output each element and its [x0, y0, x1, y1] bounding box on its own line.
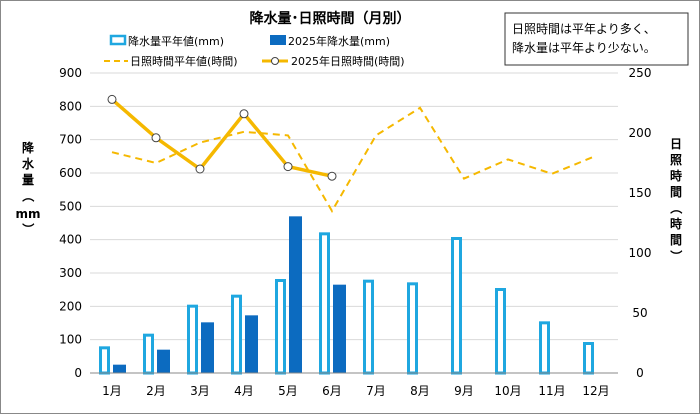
y-left-tick-label: 800: [59, 99, 82, 113]
chart-title: 降水量･日照時間（月別）: [250, 10, 411, 27]
y-left-axis-label-char: ）: [21, 223, 36, 235]
annotation-box-frame: [504, 12, 689, 66]
bar-2025-precip: [201, 322, 214, 373]
legend-swatch-normal-precip: [109, 34, 127, 46]
legend-label-2025-sunshine: 2025年日照時間(時間): [291, 54, 405, 68]
x-tick-label: 4月: [234, 384, 254, 398]
x-tick-label: 6月: [322, 384, 342, 398]
legend-swatch-2025-precip: [270, 35, 286, 45]
bar-normal-precip: [187, 304, 198, 375]
bars: [99, 216, 594, 375]
y-right-axis-label-char: 照: [670, 152, 682, 167]
y-left-axis-label-char: mm: [15, 207, 40, 221]
y-left-tick-label: 500: [59, 199, 82, 213]
y-left-tick-label: 700: [59, 133, 82, 147]
axes: 0 100 200 300 400 500 600 700 800 900 0 50 100 150 200…: [15, 66, 684, 398]
bar-normal-precip: [451, 237, 462, 375]
legend-label-normal-sunshine: 日照時間平年値(時間): [130, 54, 238, 68]
y-right-axis-label-char: 時: [670, 216, 682, 231]
y-left-axis-label-char: 水: [22, 156, 35, 171]
x-tick-label: 2月: [146, 384, 166, 398]
x-tick-label: 11月: [538, 384, 565, 398]
x-tick-label: 7月: [366, 384, 386, 398]
x-tick-label: 3月: [190, 384, 210, 398]
legend-label-2025-precip: 2025年降水量(mm): [288, 34, 390, 48]
y-right-axis-label-char: 時: [670, 168, 682, 183]
y-right-tick-label: 200: [629, 126, 652, 140]
y-right-tick-label: 0: [636, 366, 644, 380]
x-tick-label: 10月: [494, 384, 521, 398]
bar-normal-precip: [363, 279, 374, 375]
y-left-tick-label: 0: [74, 366, 82, 380]
y-left-axis-label-char: 降: [22, 140, 35, 155]
legend-swatch-2025-sunshine-marker: [271, 57, 279, 65]
annotation-box: 日照時間は平年より多く、降水量は平年より少ない。: [504, 12, 689, 66]
bar-normal-precip: [275, 279, 286, 375]
y-left-axis-label-char: （: [21, 190, 36, 202]
x-tick-label: 5月: [278, 384, 298, 398]
bar-normal-precip: [583, 342, 594, 375]
x-tick-label: 1月: [102, 384, 122, 398]
x-tick-label: 12月: [582, 384, 609, 398]
y-left-tick-label: 600: [59, 166, 82, 180]
y-right-tick-label: 100: [629, 246, 652, 260]
bar-2025-precip: [113, 364, 126, 373]
y-right-axis-label-char: （: [669, 202, 684, 214]
y-right-axis-label-char: ）: [669, 250, 684, 262]
y-left-tick-label: 200: [59, 299, 82, 313]
y-right-axis-label-char: 日: [670, 137, 682, 151]
y-right-tick-label: 250: [629, 66, 652, 80]
x-tick-label: 8月: [410, 384, 430, 398]
bar-normal-precip: [99, 346, 110, 375]
y-left-axis-label-char: 量: [22, 173, 34, 187]
point-2025-sunshine: [195, 164, 205, 174]
point-2025-sunshine: [107, 94, 117, 104]
line-normal-sunshine: [111, 106, 597, 213]
y-right-axis-label-char: 間: [670, 185, 682, 199]
bar-2025-precip: [333, 284, 346, 373]
annotation-line: 日照時間は平年より多く、: [512, 22, 656, 36]
point-2025-sunshine: [151, 133, 161, 143]
y-right-axis-label-char: 間: [670, 233, 682, 247]
y-left-tick-label: 100: [59, 333, 82, 347]
annotation-line: 降水量は平年より少ない。: [512, 41, 656, 55]
bar-normal-precip: [231, 294, 242, 375]
bar-2025-precip: [289, 216, 302, 373]
bar-normal-precip: [407, 282, 418, 375]
bar-2025-precip: [157, 349, 170, 373]
line-2025-sunshine: [110, 98, 333, 178]
point-2025-sunshine: [327, 171, 337, 181]
bar-2025-precip: [245, 315, 258, 373]
bar-normal-precip: [539, 321, 550, 375]
y-left-tick-label: 400: [59, 233, 82, 247]
lines: [107, 94, 597, 213]
bar-normal-precip: [143, 333, 154, 375]
legend: 降水量平年値(mm) 2025年降水量(mm) 日照時間平年値(時間) 2025年日照…: [104, 34, 405, 68]
bar-normal-precip: [495, 288, 506, 375]
y-right-tick-label: 50: [632, 306, 647, 320]
point-2025-sunshine: [239, 109, 249, 119]
y-left-tick-label: 900: [59, 66, 82, 80]
x-tick-label: 9月: [454, 384, 474, 398]
point-2025-sunshine: [283, 162, 293, 172]
y-left-tick-label: 300: [59, 266, 82, 280]
legend-label-normal-precip: 降水量平年値(mm): [128, 34, 224, 48]
y-right-tick-label: 150: [629, 186, 652, 200]
bar-normal-precip: [319, 232, 330, 375]
